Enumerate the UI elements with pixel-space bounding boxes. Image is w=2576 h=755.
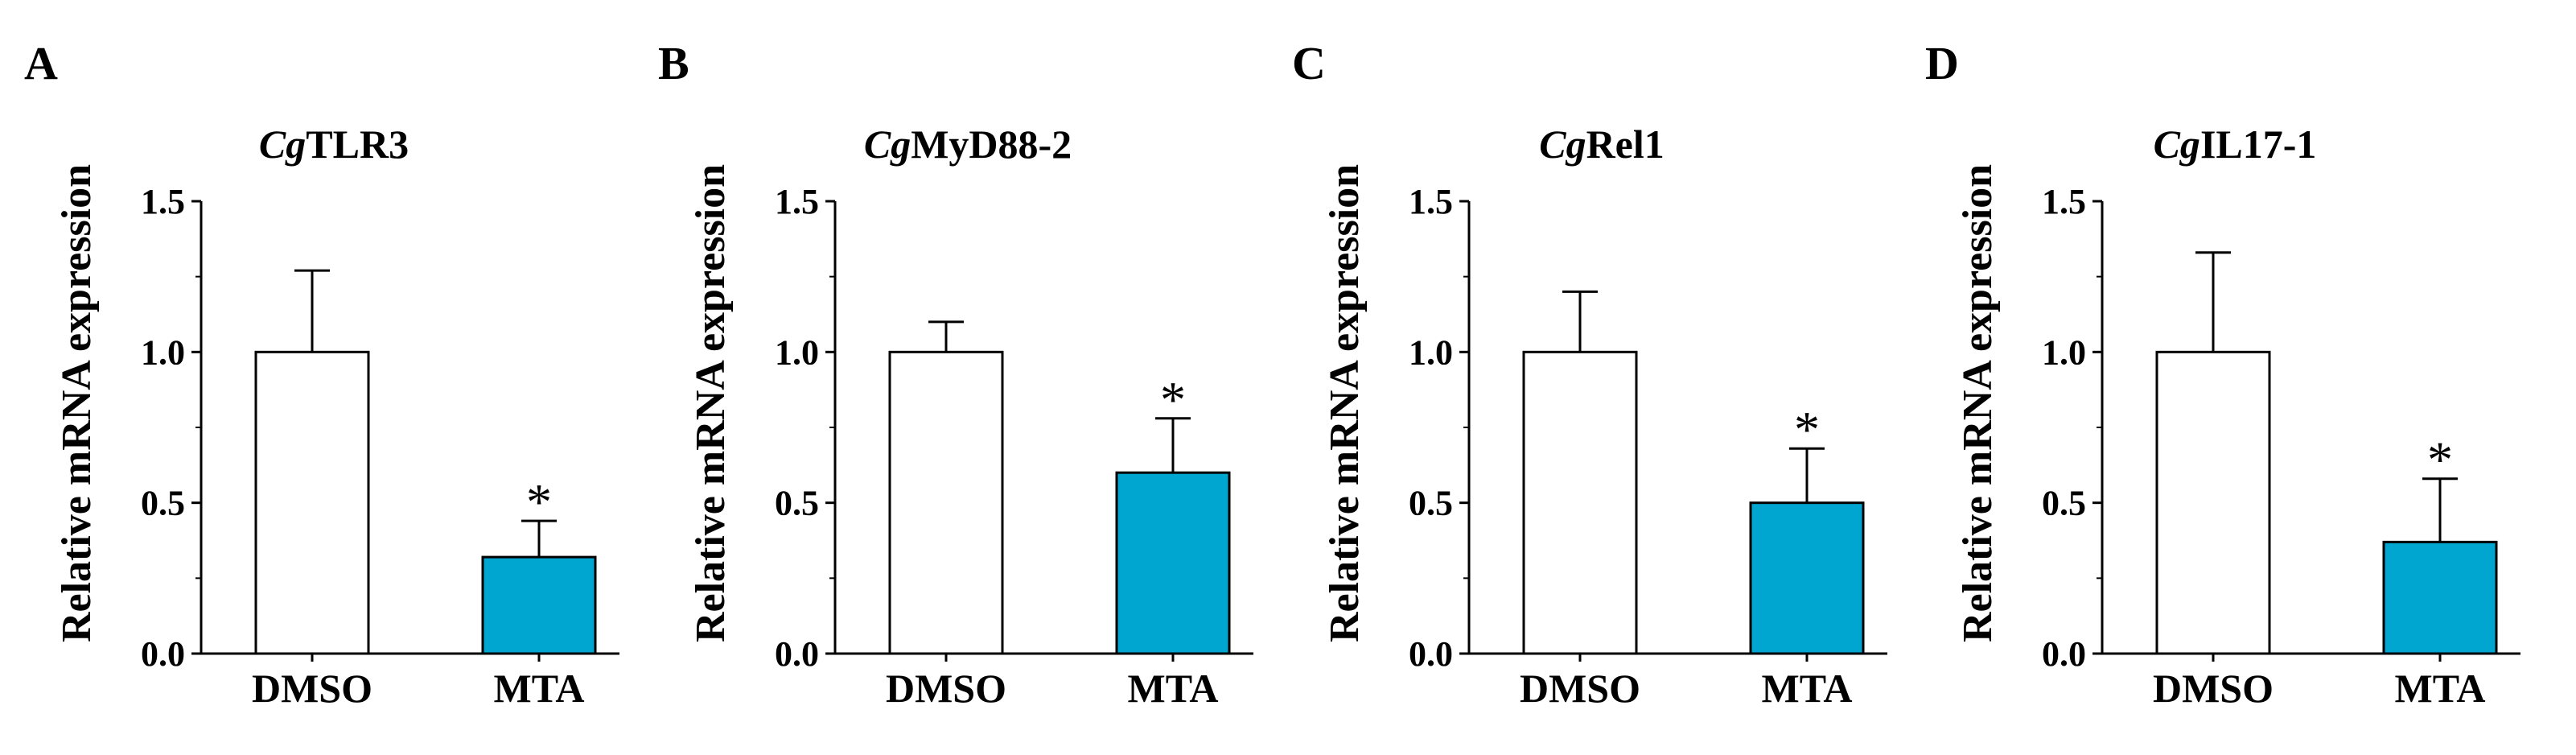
y-tick-label: 1.0 bbox=[2042, 332, 2086, 372]
chart-title-rest: Rel1 bbox=[1586, 122, 1665, 167]
chart-title-rest: TLR3 bbox=[306, 122, 409, 167]
y-tick-label: 1.0 bbox=[775, 332, 819, 372]
chart-title: CgMyD88-2 bbox=[864, 122, 1072, 167]
panel-letter: A bbox=[24, 37, 58, 89]
bar-dmso bbox=[888, 350, 1004, 655]
y-axis-label: Relative mRNA expression bbox=[54, 164, 100, 642]
bar-mta bbox=[481, 555, 597, 655]
chart-title: CgIL17-1 bbox=[2154, 122, 2317, 167]
x-tick-label: MTA bbox=[494, 666, 585, 711]
panel-letter: C bbox=[1292, 37, 1326, 89]
significance-mark: * bbox=[526, 473, 552, 530]
x-tick-label: MTA bbox=[1128, 666, 1219, 711]
y-tick-label: 0.5 bbox=[1409, 484, 1453, 523]
chart-title-italic: Cg bbox=[864, 122, 911, 167]
bar-dmso bbox=[1522, 350, 1638, 655]
significance-mark: * bbox=[1160, 371, 1186, 428]
y-tick-label: 1.0 bbox=[141, 332, 185, 372]
x-tick-label: DMSO bbox=[2153, 666, 2274, 711]
bar-dmso bbox=[254, 350, 370, 655]
y-tick-label: 0.0 bbox=[141, 634, 185, 674]
chart-panel-c: C CgRel1 Relative mRNA expression 0.0 0.5 1.0… bbox=[1292, 37, 1887, 711]
panel-letter: D bbox=[1925, 37, 1959, 89]
chart-panel-b: B CgMyD88-2 Relative mRNA expression 0.0 0.5… bbox=[658, 37, 1253, 711]
y-tick-label: 1.5 bbox=[775, 182, 819, 221]
chart-panel-d: D CgIL17-1 Relative mRNA expression 0.0 0.5 1… bbox=[1925, 37, 2520, 711]
y-tick-label: 0.5 bbox=[141, 484, 185, 523]
x-tick-label: DMSO bbox=[1520, 666, 1640, 711]
chart-title-rest: IL17-1 bbox=[2200, 122, 2316, 167]
x-tick-label: DMSO bbox=[886, 666, 1006, 711]
chart-title: CgRel1 bbox=[1539, 122, 1665, 167]
y-axis-label: Relative mRNA expression bbox=[1955, 164, 2001, 642]
y-tick-label: 0.5 bbox=[2042, 484, 2086, 523]
chart-title-italic: Cg bbox=[259, 122, 306, 167]
chart-panel-a: A CgTLR3 Relative mRNA expression 0.0 0.5 1.0… bbox=[24, 37, 619, 711]
y-axis-label: Relative mRNA expression bbox=[1322, 164, 1368, 642]
bar-mta bbox=[1749, 501, 1865, 655]
x-tick-label: MTA bbox=[2395, 666, 2486, 711]
bar-mta bbox=[2382, 540, 2498, 655]
y-axis-label: Relative mRNA expression bbox=[688, 164, 734, 642]
y-tick-label: 1.5 bbox=[141, 182, 185, 221]
chart-title-rest: MyD88-2 bbox=[911, 122, 1072, 167]
chart-title: CgTLR3 bbox=[259, 122, 409, 167]
bar-mta bbox=[1115, 471, 1231, 655]
y-tick-label: 0.0 bbox=[1409, 634, 1453, 674]
panel-letter: B bbox=[658, 37, 689, 89]
chart-title-italic: Cg bbox=[1539, 122, 1586, 167]
y-tick-label: 0.5 bbox=[775, 484, 819, 523]
y-tick-label: 1.5 bbox=[1409, 182, 1453, 221]
significance-mark: * bbox=[2427, 431, 2453, 489]
x-tick-label: MTA bbox=[1762, 666, 1853, 711]
y-tick-label: 1.5 bbox=[2042, 182, 2086, 221]
y-tick-label: 0.0 bbox=[2042, 634, 2086, 674]
chart-title-italic: Cg bbox=[2154, 122, 2200, 167]
bar-dmso bbox=[2155, 350, 2271, 655]
y-tick-label: 0.0 bbox=[775, 634, 819, 674]
significance-mark: * bbox=[1794, 401, 1820, 458]
x-tick-label: DMSO bbox=[252, 666, 372, 711]
y-tick-label: 1.0 bbox=[1409, 332, 1453, 372]
